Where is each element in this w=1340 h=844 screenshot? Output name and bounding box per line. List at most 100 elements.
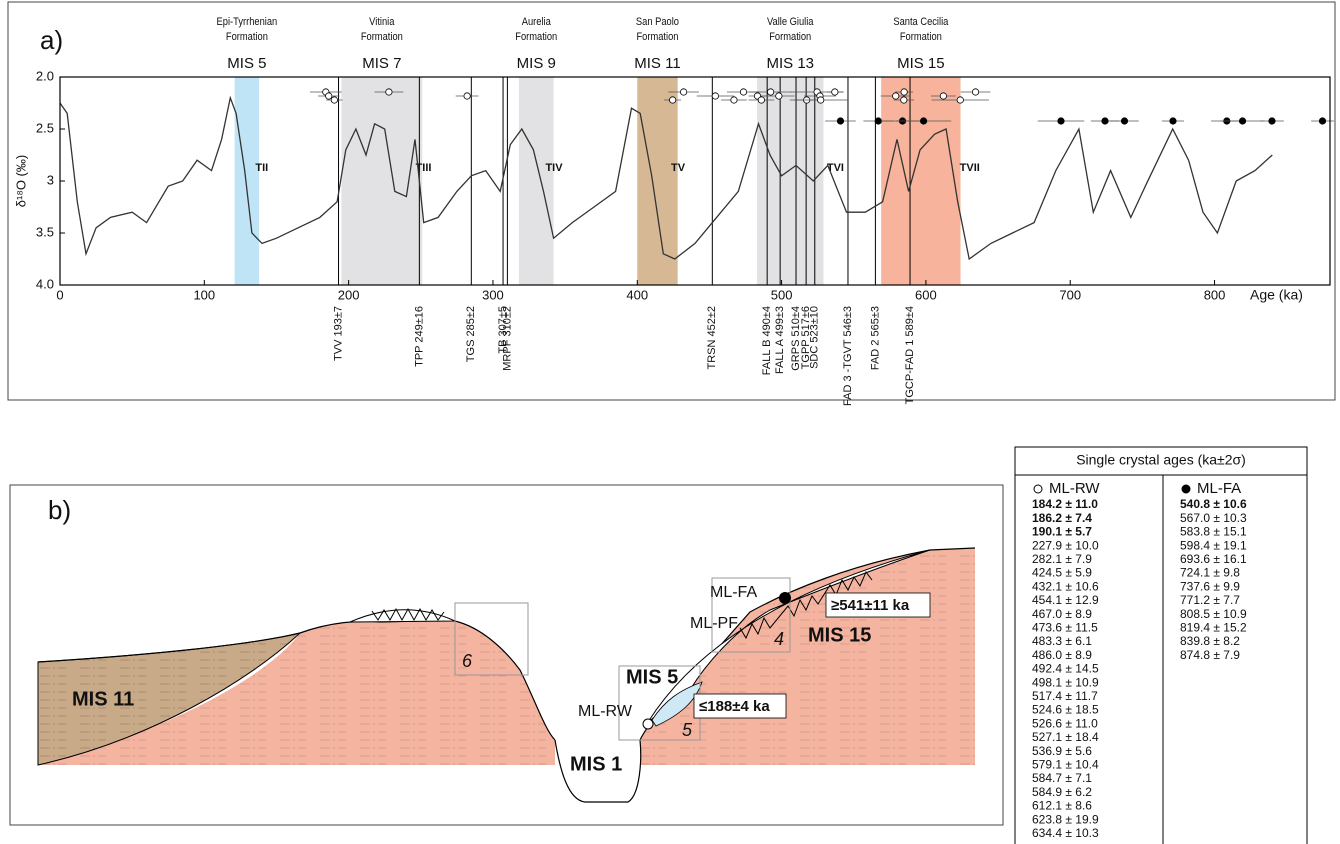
table-cell: 492.4 ± 14.5: [1032, 662, 1099, 676]
formation-label: Epi-Tyrrhenian: [217, 16, 278, 28]
legend-symbol: [1034, 485, 1042, 493]
age-point: [776, 93, 782, 99]
x-tick-label: 800: [1204, 287, 1226, 302]
mis-label: MIS 5: [227, 55, 266, 72]
formation-label: Formation: [900, 31, 942, 43]
y-tick-label: 4.0: [36, 276, 54, 291]
table-cell: 819.4 ± 15.2: [1180, 620, 1247, 634]
age-label: ≤188±4 ka: [699, 698, 770, 715]
table-cell: 634.4 ± 10.3: [1032, 826, 1099, 840]
age-point: [767, 89, 773, 95]
mis-band: [519, 77, 554, 285]
table-cell: 584.9 ± 6.2: [1032, 785, 1092, 799]
panel-a-label: a): [40, 25, 63, 55]
legend-label: ML-FA: [1197, 480, 1241, 497]
age-point: [832, 89, 838, 95]
mis-label: MIS 15: [897, 55, 945, 72]
x-tick-label: 700: [1059, 287, 1081, 302]
tephra-label: FAD 2 565±3: [869, 306, 881, 370]
termination-label: TVII: [960, 162, 980, 174]
mis-band: [235, 77, 260, 285]
termination-label: TIV: [545, 162, 563, 174]
unit-label: MIS 5: [626, 666, 678, 688]
table-cell: 737.6 ± 9.9: [1180, 579, 1240, 593]
y-tick-label: 3.5: [36, 224, 54, 239]
tephra-label: TVV 193±7: [332, 306, 344, 361]
x-tick-label: 400: [626, 287, 648, 302]
sample-label: ML-PF: [690, 615, 738, 632]
tephra-label: FALL A 499±3: [774, 306, 786, 374]
table-cell: 486.0 ± 8.9: [1032, 648, 1092, 662]
age-point: [1121, 118, 1127, 124]
formation-label: Santa Cecilia: [893, 16, 948, 28]
tephra-label: TGCP-FAD 1 589±4: [904, 306, 916, 404]
table-cell: 771.2 ± 7.7: [1180, 593, 1240, 607]
age-point: [901, 89, 907, 95]
age-point: [731, 97, 737, 103]
mis-label: MIS 7: [362, 55, 401, 72]
age-point: [957, 97, 963, 103]
formation-label: Valle Giulia: [767, 16, 814, 28]
table-cell: 498.1 ± 10.9: [1032, 675, 1099, 689]
mis-label: MIS 11: [634, 55, 680, 72]
bands: MIS 5 Epi-Tyrrhenian Formation MIS 7 Vitinia…: [217, 16, 961, 285]
box-number: 6: [462, 651, 473, 671]
formation-label: Formation: [515, 31, 557, 43]
table-cell: 473.6 ± 11.5: [1032, 620, 1098, 634]
panel-b-label: b): [48, 495, 71, 525]
formation-label: Formation: [636, 31, 678, 43]
tephra-label: TPP 249±16: [413, 306, 425, 367]
mis-band: [637, 77, 677, 285]
age-point: [712, 93, 718, 99]
age-point: [740, 89, 746, 95]
table-cell: 623.8 ± 19.9: [1032, 812, 1099, 826]
y-tick-label: 3: [47, 172, 54, 187]
table-cell: 540.8 ± 10.6: [1180, 497, 1247, 511]
plot: 01002003004005006007008002.02.533.54.0TV…: [36, 68, 1334, 406]
box-number: 5: [682, 720, 693, 740]
table-cell: 612.1 ± 8.6: [1032, 799, 1092, 813]
age-point: [386, 89, 392, 95]
table-cell: 527.1 ± 18.4: [1032, 730, 1099, 744]
table-cell: 526.6 ± 11.0: [1032, 716, 1098, 730]
table-title: Single crystal ages (ka±2σ): [1076, 452, 1246, 468]
formation-label: Vitinia: [369, 16, 395, 28]
x-tick-label: 200: [338, 287, 360, 302]
tephra-label: TGS 285±2: [465, 306, 477, 362]
age-point: [901, 97, 907, 103]
tephra-label: SDC 523±10: [809, 306, 821, 369]
table-cell: 874.8 ± 7.9: [1180, 648, 1240, 662]
table-cell: 524.6 ± 18.5: [1032, 703, 1099, 717]
x-tick-label: 600: [915, 287, 937, 302]
table-cell: 598.4 ± 19.1: [1180, 538, 1247, 552]
tephra-label: MRPF 310±2: [501, 306, 513, 371]
table-cell: 424.5 ± 5.9: [1032, 566, 1092, 580]
table-cell: 190.1 ± 5.7: [1032, 525, 1092, 539]
formation-label: Formation: [226, 31, 268, 43]
age-point: [1102, 118, 1108, 124]
table-cell: 184.2 ± 11.0: [1032, 497, 1098, 511]
x-tick-label: 100: [193, 287, 215, 302]
unit-label: MIS 1: [570, 753, 622, 775]
formation-label: Formation: [769, 31, 811, 43]
age-label: ≥541±11 ka: [831, 597, 910, 614]
table-cell: 808.5 ± 10.9: [1180, 607, 1247, 621]
box-number: 4: [774, 629, 784, 649]
legend-symbol: [1182, 485, 1190, 493]
x-tick-label: 300: [482, 287, 504, 302]
formation-label: Aurelia: [522, 16, 551, 28]
age-point: [326, 93, 332, 99]
sample-label: ML-RW: [578, 703, 633, 720]
ml-fa-symbol: [779, 592, 791, 604]
formation-label: Formation: [361, 31, 403, 43]
age-point: [1239, 118, 1245, 124]
table-cell: 724.1 ± 9.8: [1180, 566, 1240, 580]
table-cell: 536.9 ± 5.6: [1032, 744, 1092, 758]
age-point: [1319, 118, 1325, 124]
mis-label: MIS 9: [517, 55, 556, 72]
age-point: [1170, 118, 1176, 124]
y-tick-label: 2.0: [36, 68, 54, 83]
age-point: [818, 97, 824, 103]
age-point: [758, 97, 764, 103]
legend-label: ML-RW: [1049, 480, 1100, 497]
